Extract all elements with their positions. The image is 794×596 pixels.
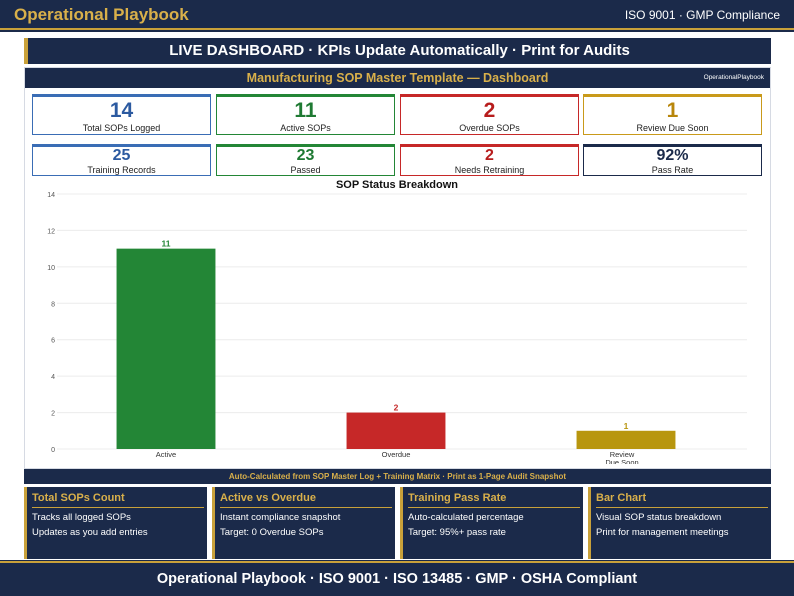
card-title: Total SOPs Count — [32, 492, 204, 508]
kpi-training-records: 25 Training Records — [32, 144, 211, 176]
kpi-needs-retraining: 2 Needs Retraining — [400, 144, 579, 176]
y-tick-label: 10 — [47, 265, 55, 272]
y-tick-label: 6 — [51, 338, 55, 345]
chart-title: SOP Status Breakdown — [336, 179, 458, 191]
card-line: Target: 95%+ pass rate — [408, 527, 506, 538]
kpi-label: Pass Rate — [651, 165, 694, 175]
bar-review-due-soon — [576, 430, 676, 449]
x-tick-label: Overdue — [382, 450, 411, 459]
dashboard-title: Manufacturing SOP Master Template — Dash… — [246, 71, 549, 85]
data-label: 1 — [624, 421, 629, 431]
kpi-active-sops: 11 Active SOPs — [216, 94, 395, 135]
data-label: 2 — [394, 403, 399, 413]
x-tick-label: Active — [156, 450, 176, 459]
sop-status-chart: SOP Status Breakdown 0 2 4 6 8 10 12 14 11 Active 2… — [47, 179, 747, 464]
info-card-active-overdue: Active vs Overdue Instant compliance sna… — [212, 487, 395, 559]
kpi-label: Passed — [290, 165, 321, 175]
card-line: Target: 0 Overdue SOPs — [220, 527, 324, 538]
info-card-total-sops: Total SOPs Count Tracks all logged SOPs … — [24, 487, 207, 559]
app-title: Operational Playbook — [14, 5, 189, 24]
card-line: Auto-calculated percentage — [408, 512, 524, 523]
card-line: Tracks all logged SOPs — [32, 512, 131, 523]
card-line: Visual SOP status breakdown — [596, 512, 722, 523]
kpi-overdue-sops: 2 Overdue SOPs — [400, 94, 579, 135]
kpi-label: Total SOPs Logged — [82, 123, 161, 133]
y-tick-label: 14 — [47, 192, 55, 199]
y-tick-label: 12 — [47, 228, 55, 235]
card-line: Updates as you add entries — [32, 527, 148, 538]
kpi-passed: 23 Passed — [216, 144, 395, 176]
top-bar: Operational Playbook ISO 9001 · GMP Comp… — [0, 0, 794, 30]
kpi-value: 92% — [656, 147, 689, 164]
kpi-value: 11 — [294, 99, 317, 122]
bar-overdue — [346, 412, 446, 449]
dashboard-header: Manufacturing SOP Master Template — Dash… — [25, 68, 770, 88]
bar-active — [116, 248, 216, 449]
y-tick-label: 4 — [51, 374, 55, 381]
kpi-value: 1 — [666, 99, 679, 122]
kpi-review-due: 1 Review Due Soon — [583, 94, 762, 135]
data-label: 11 — [162, 239, 171, 249]
info-card-pass-rate: Training Pass Rate Auto-calculated perce… — [400, 487, 583, 559]
bottom-bar: Operational Playbook · ISO 9001 · ISO 13… — [0, 561, 794, 596]
x-tick-label: Review Due Soon — [605, 450, 638, 464]
kpi-value: 14 — [109, 99, 134, 122]
kpi-label: Active SOPs — [280, 123, 331, 133]
y-tick-label: 0 — [51, 447, 55, 454]
kpi-value: 2 — [485, 147, 494, 164]
kpi-value: 23 — [296, 147, 315, 164]
footnote: Auto-Calculated from SOP Master Log + Tr… — [24, 469, 771, 484]
y-tick-label: 2 — [51, 411, 55, 418]
card-line: Instant compliance snapshot — [220, 512, 341, 523]
kpi-label: Overdue SOPs — [459, 123, 520, 133]
kpi-total-sops: 14 Total SOPs Logged — [32, 94, 211, 135]
kpi-value: 25 — [112, 147, 131, 164]
brand-label: OperationalPlaybook — [703, 74, 764, 81]
live-dashboard-banner: LIVE DASHBOARD · KPIs Update Automatical… — [24, 38, 771, 64]
card-title: Bar Chart — [596, 492, 768, 508]
card-title: Active vs Overdue — [220, 492, 392, 508]
info-card-bar-chart: Bar Chart Visual SOP status breakdown Pr… — [588, 487, 771, 559]
kpi-pass-rate: 92% Pass Rate — [583, 144, 762, 176]
kpi-label: Needs Retraining — [454, 165, 525, 175]
card-line: Print for management meetings — [596, 527, 729, 538]
y-tick-label: 8 — [51, 301, 55, 308]
kpi-value: 2 — [483, 99, 496, 122]
card-title: Training Pass Rate — [408, 492, 580, 508]
compliance-tag: ISO 9001 · GMP Compliance — [624, 8, 780, 22]
kpi-label: Review Due Soon — [636, 123, 709, 133]
kpi-label: Training Records — [87, 165, 156, 175]
